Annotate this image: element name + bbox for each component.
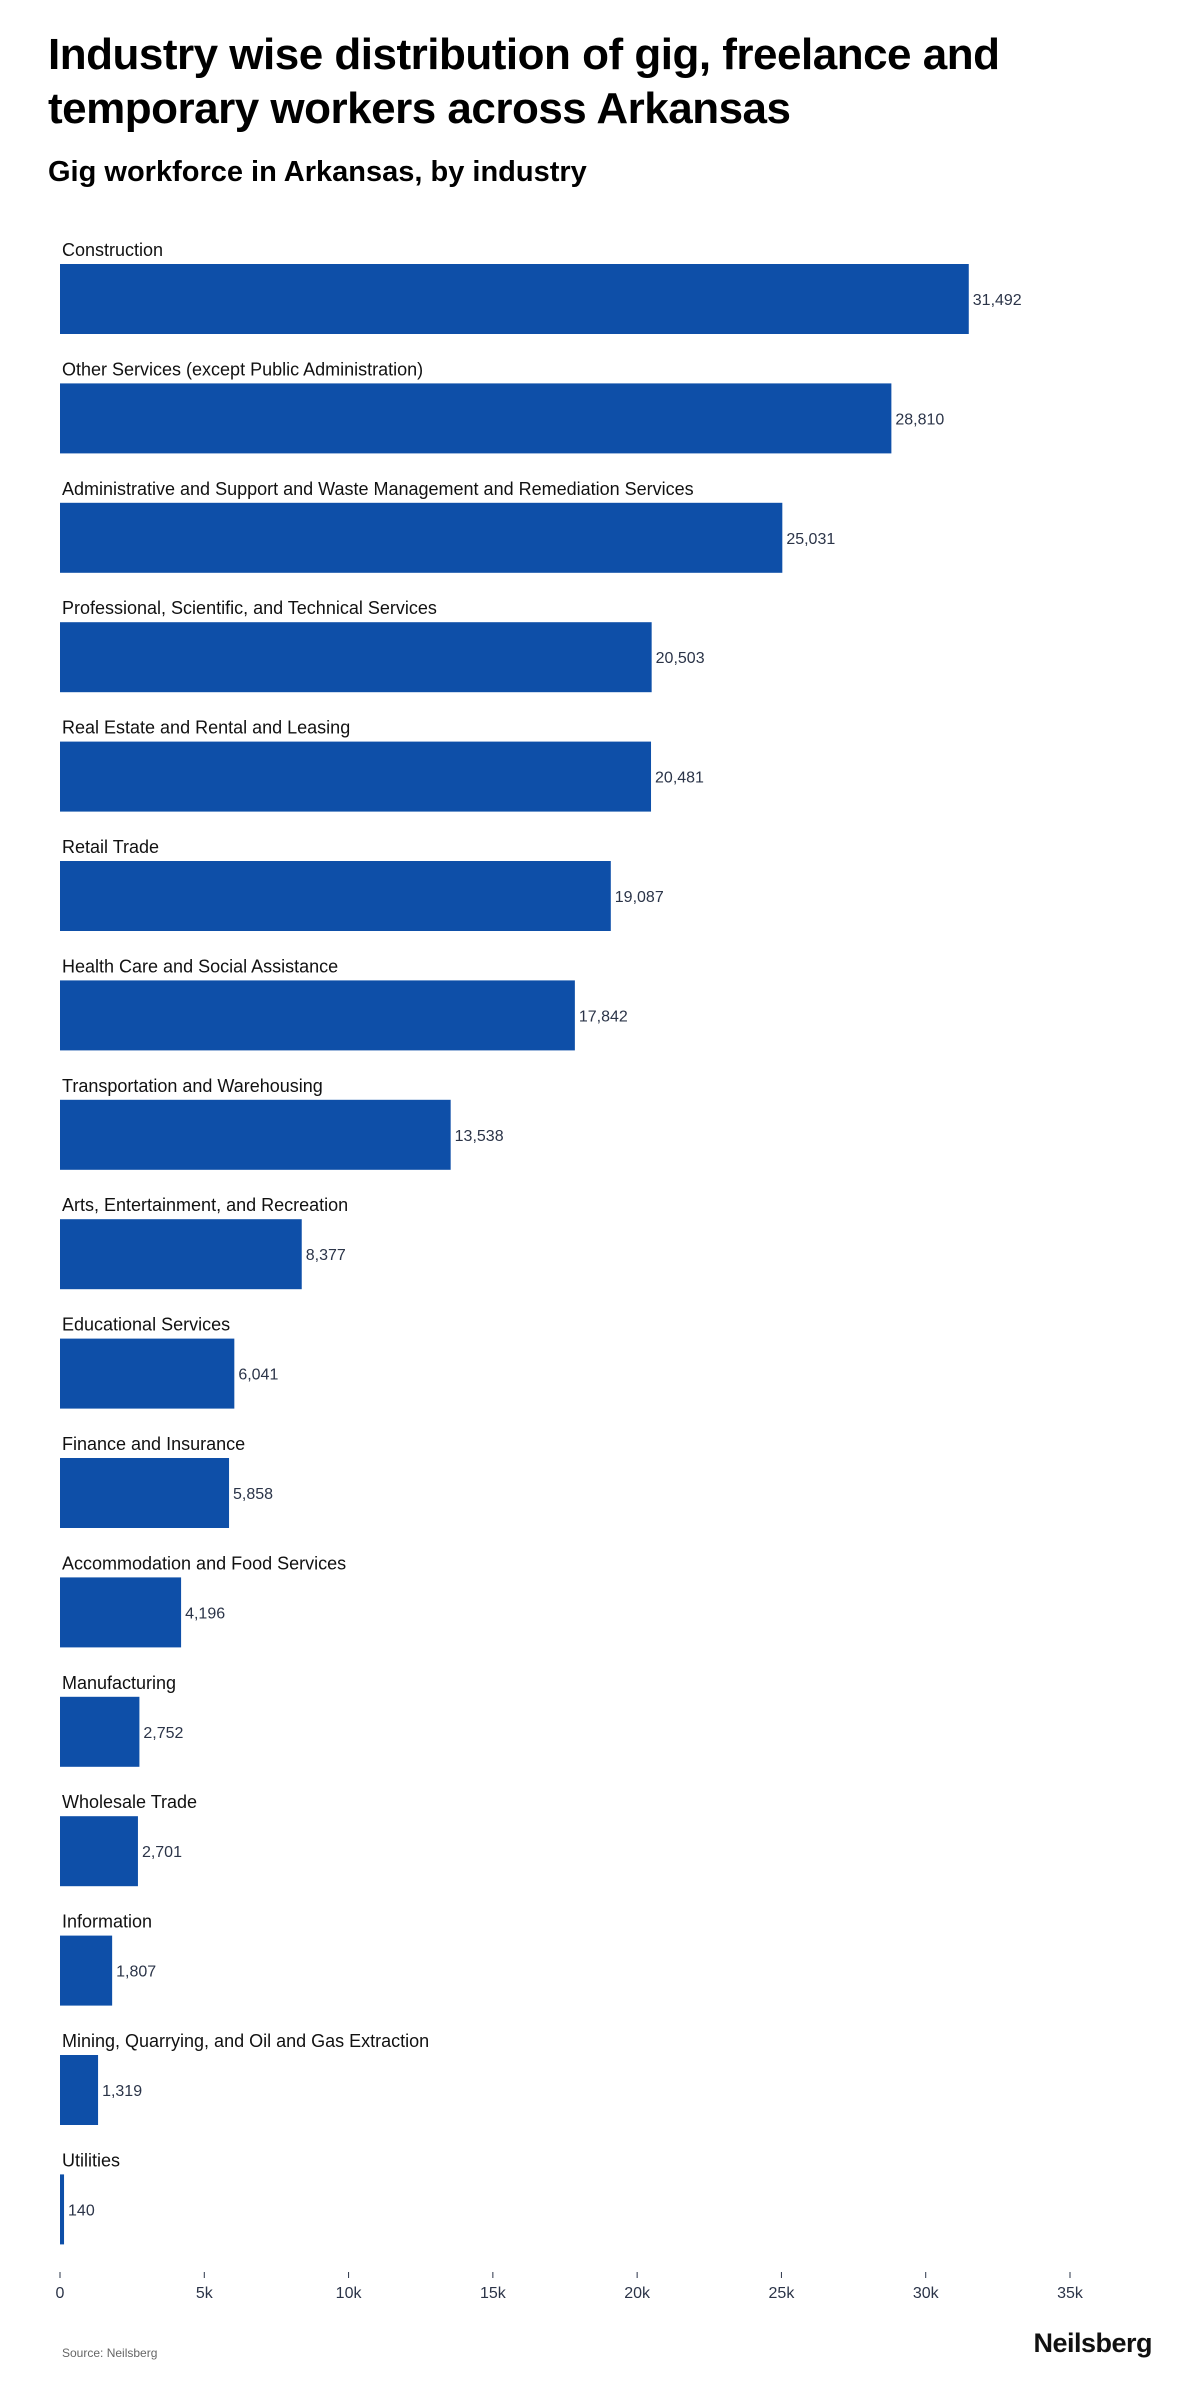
category-label: Educational Services [62, 1315, 230, 1335]
x-tick-label: 10k [336, 2285, 363, 2302]
source-note: Source: Neilsberg [62, 2346, 158, 2360]
value-label: 1,319 [102, 2083, 142, 2100]
bar [60, 1696, 140, 1767]
chart-title: Industry wise distribution of gig, freel… [48, 30, 1000, 133]
value-label: 20,503 [656, 650, 705, 667]
value-label: 28,810 [895, 411, 944, 428]
value-label: 13,538 [455, 1128, 504, 1145]
value-label: 25,031 [786, 531, 835, 548]
brand-logo: Neilsberg [1033, 2328, 1152, 2358]
bar [60, 502, 783, 573]
category-label: Administrative and Support and Waste Man… [62, 479, 694, 499]
bar [60, 264, 969, 334]
bar [60, 1099, 451, 1170]
value-label: 20,481 [655, 770, 704, 787]
category-label: Construction [62, 240, 163, 260]
category-label: Utilities [62, 2150, 120, 2170]
bar [60, 741, 652, 812]
category-label: Retail Trade [62, 837, 159, 857]
bar [60, 1338, 235, 1409]
bar [60, 980, 575, 1051]
x-tick-label: 0 [56, 2285, 65, 2302]
chart-subtitle: Gig workforce in Arkansas, by industry [48, 156, 587, 188]
category-label: Accommodation and Food Services [62, 1553, 346, 1573]
bar [60, 861, 611, 931]
x-tick-label: 15k [480, 2285, 507, 2302]
value-label: 6,041 [238, 1367, 278, 1384]
bar [60, 2174, 65, 2245]
category-label: Information [62, 1912, 152, 1932]
category-label: Arts, Entertainment, and Recreation [62, 1195, 348, 1215]
x-tick-label: 5k [196, 2285, 214, 2302]
category-label: Mining, Quarrying, and Oil and Gas Extra… [62, 2031, 429, 2051]
value-label: 140 [68, 2202, 95, 2219]
x-tick-label: 35k [1057, 2285, 1084, 2302]
category-label: Health Care and Social Assistance [62, 956, 338, 976]
category-label: Manufacturing [62, 1673, 176, 1693]
value-label: 1,807 [116, 1964, 156, 1981]
category-label: Wholesale Trade [62, 1792, 197, 1812]
bar [60, 2055, 99, 2125]
category-label: Transportation and Warehousing [62, 1076, 323, 1096]
category-label: Other Services (except Public Administra… [62, 359, 423, 379]
bar [60, 1935, 113, 2006]
value-label: 8,377 [306, 1247, 346, 1264]
category-label: Professional, Scientific, and Technical … [62, 598, 437, 618]
value-label: 17,842 [579, 1008, 628, 1025]
x-tick-label: 25k [769, 2285, 796, 2302]
x-tick-label: 30k [913, 2285, 940, 2302]
bar [60, 1219, 302, 1290]
bar [60, 1458, 230, 1528]
category-label: Finance and Insurance [62, 1434, 245, 1454]
value-label: 19,087 [615, 889, 664, 906]
bar [60, 1577, 182, 1648]
value-label: 2,701 [142, 1844, 182, 1861]
category-label: Real Estate and Rental and Leasing [62, 718, 350, 738]
value-label: 31,492 [973, 292, 1022, 309]
value-label: 2,752 [143, 1725, 183, 1742]
x-tick-label: 20k [624, 2285, 651, 2302]
value-label: 4,196 [185, 1605, 225, 1622]
value-label: 5,858 [233, 1486, 273, 1503]
bar [60, 383, 892, 454]
bar [60, 622, 652, 693]
bar [60, 1816, 138, 1887]
